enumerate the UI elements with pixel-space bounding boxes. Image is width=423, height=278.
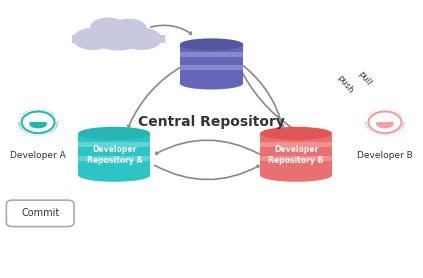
Bar [260,133,332,175]
Text: Developer: Developer [92,145,136,154]
FancyArrowPatch shape [156,140,260,154]
Text: pull: pull [356,69,373,87]
Ellipse shape [121,28,162,50]
Text: push: push [335,74,354,96]
FancyArrowPatch shape [128,65,184,127]
Bar [78,142,150,147]
Ellipse shape [180,38,243,51]
FancyArrowPatch shape [238,65,294,129]
Circle shape [22,112,54,133]
Text: Central Repository: Central Repository [138,115,285,129]
Circle shape [379,116,390,123]
FancyBboxPatch shape [6,200,74,227]
FancyArrowPatch shape [155,165,259,180]
Ellipse shape [260,127,332,140]
Circle shape [19,110,57,135]
Ellipse shape [78,127,150,140]
Bar [180,65,243,70]
Ellipse shape [29,120,47,128]
Bar [18,115,58,122]
Bar [365,115,405,122]
Ellipse shape [111,19,147,38]
Text: Repository A: Repository A [87,156,142,165]
Ellipse shape [260,168,332,182]
Ellipse shape [90,18,126,37]
Circle shape [366,110,404,135]
Ellipse shape [91,22,146,51]
FancyArrowPatch shape [243,66,283,127]
Ellipse shape [180,77,243,90]
FancyArrowPatch shape [151,25,191,34]
Ellipse shape [73,28,113,50]
Bar [78,133,150,175]
Circle shape [369,112,401,133]
Text: Developer A: Developer A [10,151,66,160]
Bar [180,44,243,83]
Text: Developer B: Developer B [357,151,413,160]
Ellipse shape [78,168,150,182]
Ellipse shape [376,120,394,128]
Bar [72,35,165,43]
Text: Repository B: Repository B [269,156,324,165]
Bar [260,155,332,160]
Bar [180,52,243,57]
Bar [260,142,332,147]
Text: Developer: Developer [274,145,318,154]
Bar [78,155,150,160]
Text: Commit: Commit [21,208,59,218]
Circle shape [33,116,44,123]
